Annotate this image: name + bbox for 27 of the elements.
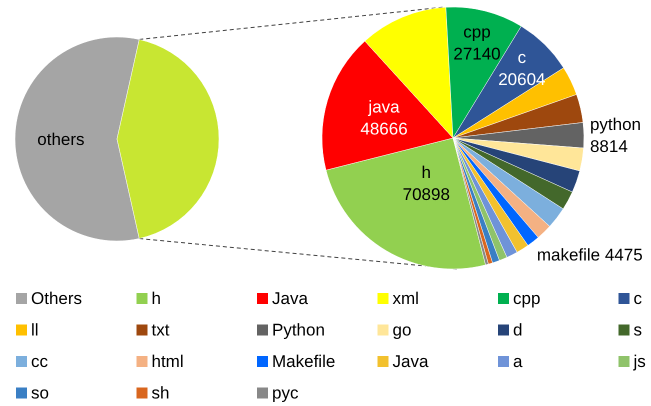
data-label: others [37, 130, 85, 149]
data-label: cpp 27140 [453, 22, 501, 64]
legend-label: go [392, 320, 412, 340]
legend-label: xml [392, 289, 419, 308]
legend-label: pyc [272, 384, 299, 402]
legend-label: so [31, 384, 49, 402]
legend-label: c [634, 289, 642, 308]
data-label: python 8814 [590, 115, 642, 156]
legend-label: Others [31, 289, 82, 308]
legend-label: h [152, 289, 161, 308]
data-label: java 48666 [360, 97, 408, 138]
data-label: makefile 4475 [536, 245, 643, 264]
legend-label: sh [152, 384, 170, 402]
legend-label: Java [272, 289, 308, 308]
legend-label: html [152, 352, 184, 371]
legend-label: d [513, 320, 522, 340]
legend-label: ll [31, 320, 39, 340]
data-label: h 70898 [402, 163, 450, 204]
legend-label: Java [392, 352, 429, 371]
legend-label: cpp [513, 289, 540, 308]
legend-label: cc [31, 352, 48, 371]
legend-label: a [513, 352, 523, 371]
legend-label: Makefile [272, 352, 336, 371]
legend-label: js [632, 352, 646, 371]
legend-label: txt [152, 320, 170, 340]
legend-label: s [634, 320, 642, 340]
legend-label: Python [272, 320, 325, 340]
